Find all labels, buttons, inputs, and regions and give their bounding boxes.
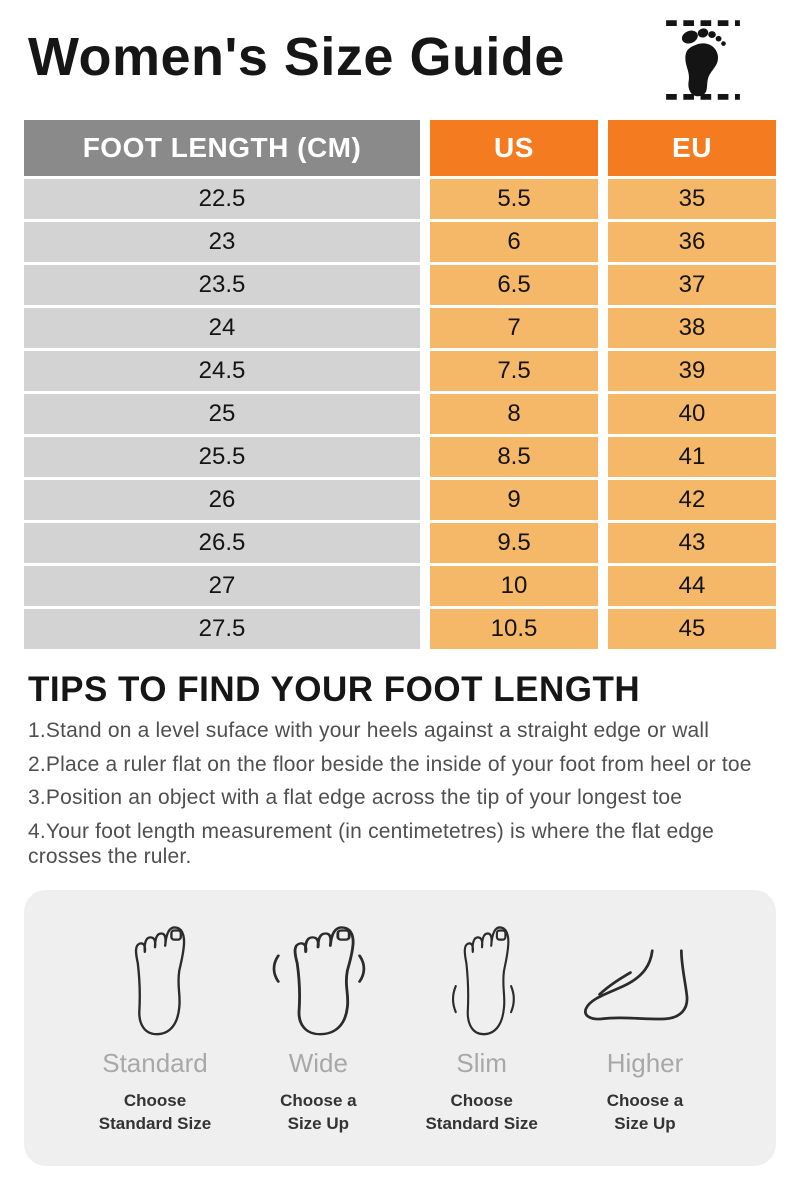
foot-type-label: Wide bbox=[288, 1048, 348, 1078]
tip-item-1: 1.Stand on a level suface with your heel… bbox=[28, 719, 710, 742]
cell-us-size: 8 bbox=[430, 394, 598, 434]
foot-advice-line: Choose bbox=[123, 1091, 187, 1110]
cell-eu-size: 39 bbox=[608, 351, 776, 391]
foot-standard-icon bbox=[79, 912, 231, 1038]
foot-type-advice: Choose a Size Up bbox=[242, 1090, 394, 1136]
cell-eu-size: 41 bbox=[608, 437, 776, 477]
tip-item-3: 3.Position an object with a flat edge ac… bbox=[28, 786, 683, 810]
column-header-eu: EU bbox=[608, 120, 776, 176]
foot-advice-line: Choose a bbox=[606, 1091, 684, 1110]
foot-type-advice: Choose Standard Size bbox=[406, 1090, 558, 1136]
foot-type-slim: Slim Choose Standard Size bbox=[406, 912, 558, 1166]
footprint-shape bbox=[681, 28, 726, 97]
foot-type-wide: Wide Choose a Size Up bbox=[242, 912, 394, 1166]
cell-eu-size: 36 bbox=[608, 222, 776, 262]
cell-us-size: 7 bbox=[430, 308, 598, 348]
tip-item-4: 4.Your foot length measurement (in centi… bbox=[28, 819, 714, 869]
cell-us-size: 6 bbox=[430, 222, 598, 262]
size-table: FOOT LENGTH (CM) US EU 22.5 5.5 35 23 6 36 23.… bbox=[24, 120, 776, 649]
cell-us-size: 5.5 bbox=[430, 179, 598, 219]
tips-list: 1.Stand on a level suface with your heel… bbox=[28, 718, 774, 878]
foot-advice-line: Standard Size bbox=[425, 1113, 538, 1133]
cell-us-size: 7.5 bbox=[430, 351, 598, 391]
cell-eu-size: 38 bbox=[608, 308, 776, 348]
foot-advice-line: Choose a bbox=[280, 1091, 357, 1110]
cell-us-size: 10 bbox=[430, 566, 598, 606]
column-header-us: US bbox=[430, 120, 598, 176]
cell-us-size: 8.5 bbox=[430, 437, 598, 477]
cell-foot-length: 24.5 bbox=[24, 351, 420, 391]
foot-type-label: Standard bbox=[102, 1048, 208, 1078]
cell-us-size: 6.5 bbox=[430, 265, 598, 305]
tip-item-2: 2.Place a ruler flat on the floor beside… bbox=[28, 752, 752, 776]
cell-eu-size: 44 bbox=[608, 566, 776, 606]
cell-foot-length: 26 bbox=[24, 480, 420, 520]
cell-foot-length: 25.5 bbox=[24, 437, 420, 477]
cell-eu-size: 42 bbox=[608, 480, 776, 520]
foot-slim-icon bbox=[406, 912, 558, 1038]
cell-foot-length: 24 bbox=[24, 308, 420, 348]
page-header: Women's Size Guide bbox=[0, 0, 800, 118]
foot-type-advice: Choose a Size Up bbox=[569, 1090, 721, 1136]
page-title: Women's Size Guide bbox=[28, 27, 565, 87]
foot-higher-icon bbox=[569, 912, 721, 1038]
cell-eu-size: 45 bbox=[608, 609, 776, 649]
cell-foot-length: 27 bbox=[24, 566, 420, 606]
tips-title: TIPS TO FIND YOUR FOOT LENGTH bbox=[28, 670, 641, 709]
cell-us-size: 9 bbox=[430, 480, 598, 520]
cell-eu-size: 40 bbox=[608, 394, 776, 434]
foot-type-panel: Standard Choose Standard Size Wide Choos… bbox=[24, 890, 776, 1166]
cell-foot-length: 27.5 bbox=[24, 609, 420, 649]
footprint-icon bbox=[666, 20, 740, 100]
cell-eu-size: 37 bbox=[608, 265, 776, 305]
foot-advice-line: Standard Size bbox=[98, 1113, 212, 1133]
foot-type-label: Higher bbox=[606, 1048, 684, 1078]
cell-foot-length: 23 bbox=[24, 222, 420, 262]
cell-foot-length: 25 bbox=[24, 394, 420, 434]
foot-type-label: Slim bbox=[456, 1048, 507, 1078]
foot-advice-line: Size Up bbox=[614, 1113, 676, 1133]
column-header-foot-length: FOOT LENGTH (CM) bbox=[24, 120, 420, 176]
foot-advice-line: Size Up bbox=[287, 1113, 350, 1133]
foot-wide-icon bbox=[242, 912, 394, 1038]
foot-type-advice: Choose Standard Size bbox=[79, 1090, 231, 1136]
cell-foot-length: 22.5 bbox=[24, 179, 420, 219]
foot-type-standard: Standard Choose Standard Size bbox=[79, 912, 231, 1166]
cell-us-size: 9.5 bbox=[430, 523, 598, 563]
foot-type-higher: Higher Choose a Size Up bbox=[569, 912, 721, 1166]
cell-us-size: 10.5 bbox=[430, 609, 598, 649]
cell-eu-size: 43 bbox=[608, 523, 776, 563]
cell-foot-length: 26.5 bbox=[24, 523, 420, 563]
cell-foot-length: 23.5 bbox=[24, 265, 420, 305]
cell-eu-size: 35 bbox=[608, 179, 776, 219]
foot-advice-line: Choose bbox=[450, 1091, 513, 1110]
